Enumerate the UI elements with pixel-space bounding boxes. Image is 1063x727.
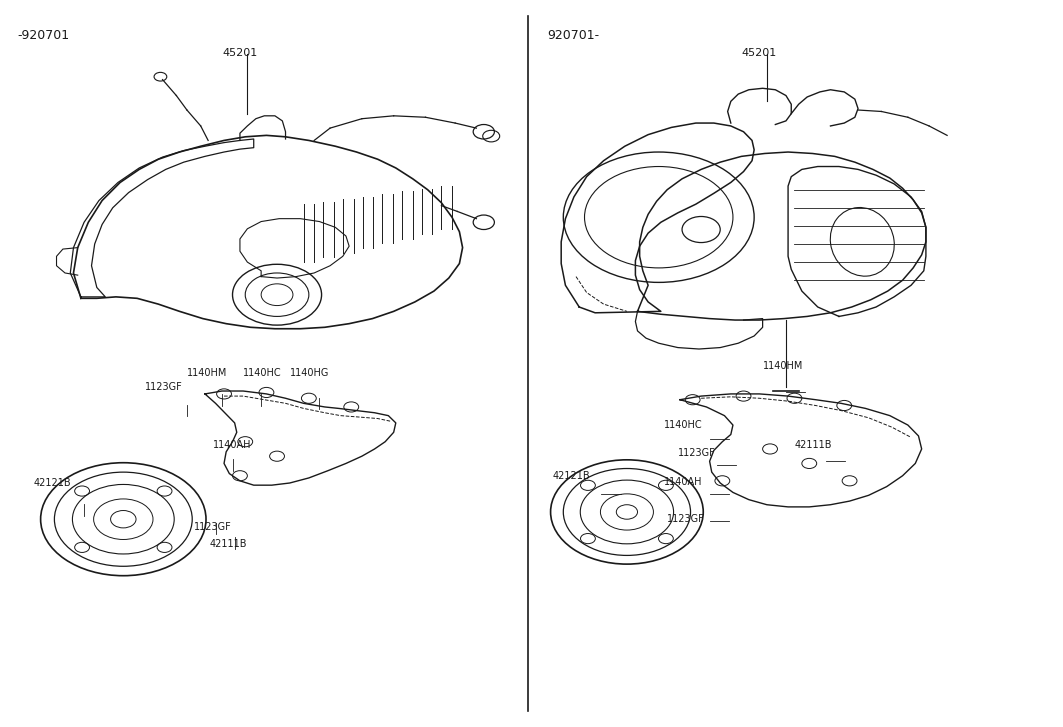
Text: 1140HG: 1140HG (290, 368, 330, 378)
Text: 920701-: 920701- (547, 29, 600, 42)
Text: 1123GF: 1123GF (195, 521, 232, 531)
Text: 1140HC: 1140HC (243, 368, 282, 378)
Text: 42121B: 42121B (33, 478, 71, 488)
Text: 1123GF: 1123GF (145, 382, 182, 393)
Text: -920701: -920701 (17, 29, 69, 42)
Text: 1140AH: 1140AH (664, 477, 703, 486)
Text: 42111B: 42111B (209, 539, 247, 549)
Text: 45201: 45201 (222, 49, 257, 58)
Text: 1123GF: 1123GF (668, 514, 705, 524)
Text: 1123GF: 1123GF (678, 448, 715, 458)
Text: 1140HM: 1140HM (762, 361, 803, 371)
Text: 45201: 45201 (742, 49, 777, 58)
Text: 1140AH: 1140AH (214, 441, 252, 451)
Text: 42111B: 42111B (794, 441, 832, 451)
Text: 42121B: 42121B (553, 471, 590, 481)
Text: 1140HM: 1140HM (187, 368, 227, 378)
Text: 1140HC: 1140HC (664, 420, 703, 430)
